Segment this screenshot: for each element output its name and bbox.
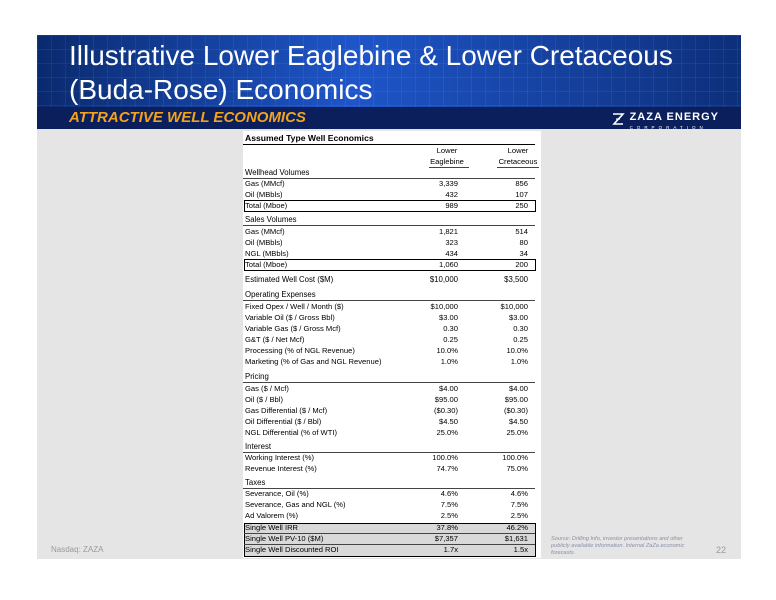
table-row: Ad Valorem (%) 2.5% 2.5% [245, 511, 528, 520]
rule [243, 452, 535, 453]
col-header-eaglebine-2: Eaglebine [430, 157, 464, 166]
table-row: Gas (MMcf) 3,339 856 [245, 179, 528, 188]
table-row-well-cost: Estimated Well Cost ($M) $10,000 $3,500 [245, 275, 528, 284]
table-row: Oil ($ / Bbl) $95.00 $95.00 [245, 395, 528, 404]
subtitle-bar: ATTRACTIVE WELL ECONOMICS ZAZA ENERGY CO… [37, 107, 741, 130]
slide-title: Illustrative Lower Eaglebine & Lower Cre… [69, 40, 673, 105]
section-pricing: Pricing [245, 372, 269, 381]
table-row: Gas Differential ($ / Mcf) ($0.30) ($0.30) [245, 406, 528, 415]
total-box [244, 259, 536, 271]
section-taxes: Taxes [245, 478, 266, 487]
table-row: Oil Differential ($ / Bbl) $4.50 $4.50 [245, 417, 528, 426]
economics-table: Assumed Type Well Economics Lower Eagleb… [243, 131, 541, 558]
table-row: Fixed Opex / Well / Month ($) $10,000 $10,… [245, 302, 528, 311]
table-row: Oil (MBbls) 323 80 [245, 238, 528, 247]
company-logo: ZAZA ENERGY CORPORATION [611, 111, 719, 130]
table-row: NGL (MBbls) 434 34 [245, 249, 528, 258]
table-row: Oil (MBbls) 432 107 [245, 190, 528, 199]
results-box [244, 523, 536, 557]
rule [243, 178, 535, 179]
slide-header: Illustrative Lower Eaglebine & Lower Cre… [37, 35, 741, 130]
table-row: G&T ($ / Net Mcf) 0.25 0.25 [245, 335, 528, 344]
table-row: Severance, Oil (%) 4.6% 4.6% [245, 489, 528, 498]
table-row-result: Single Well PV-10 ($M) $7,357 $1,631 [245, 534, 528, 543]
footer-ticker: Nasdaq: ZAZA [51, 545, 104, 554]
table-row: Gas ($ / Mcf) $4.00 $4.00 [245, 384, 528, 393]
logo-name: ZAZA ENERGY [629, 111, 719, 123]
rule [243, 382, 535, 383]
section-interest: Interest [245, 442, 272, 451]
col-header-rule-1 [429, 167, 469, 168]
col-header-eaglebine-1: Lower [436, 146, 458, 155]
table-row: Variable Gas ($ / Gross Mcf) 0.30 0.30 [245, 324, 528, 333]
slide-subtitle: ATTRACTIVE WELL ECONOMICS [69, 109, 306, 126]
col-header-rule-2 [497, 167, 539, 168]
title-underline [243, 144, 535, 145]
table-row: Variable Oil ($ / Gross Bbl) $3.00 $3.00 [245, 313, 528, 322]
total-box [244, 200, 536, 212]
section-sales: Sales Volumes [245, 215, 297, 224]
logo-subtext: CORPORATION [629, 125, 707, 130]
table-row-result: Single Well IRR 37.8% 46.2% [245, 523, 528, 532]
page-number: 22 [716, 545, 727, 555]
table-row: Marketing (% of Gas and NGL Revenue) 1.0%… [245, 357, 528, 366]
table-row: Revenue Interest (%) 74.7% 75.0% [245, 464, 528, 473]
rule [243, 488, 535, 489]
rule [243, 300, 535, 301]
section-wellhead: Wellhead Volumes [245, 168, 310, 177]
table-row-total: Total (Mboe) 989 250 [245, 201, 528, 210]
section-operating-expenses: Operating Expenses [245, 290, 316, 299]
col-header-cretaceous-1: Lower [507, 146, 529, 155]
table-row-result: Single Well Discounted ROI 1.7x 1.5x [245, 545, 528, 554]
table-row: Gas (MMcf) 1,821 514 [245, 227, 528, 236]
zaza-logo-icon [611, 113, 625, 125]
source-note: Source: Drilling Info, investor presenta… [551, 536, 685, 556]
table-row-total: Total (Mboe) 1,060 200 [245, 260, 528, 269]
rule [243, 225, 535, 226]
col-header-cretaceous-2: Cretaceous [498, 157, 538, 166]
rule [244, 544, 535, 545]
rule [244, 533, 535, 534]
table-row: NGL Differential (% of WTI) 25.0% 25.0% [245, 428, 528, 437]
table-row: Processing (% of NGL Revenue) 10.0% 10.0% [245, 346, 528, 355]
table-row: Working Interest (%) 100.0% 100.0% [245, 453, 528, 462]
table-title: Assumed Type Well Economics [245, 133, 374, 143]
table-row: Severance, Gas and NGL (%) 7.5% 7.5% [245, 500, 528, 509]
